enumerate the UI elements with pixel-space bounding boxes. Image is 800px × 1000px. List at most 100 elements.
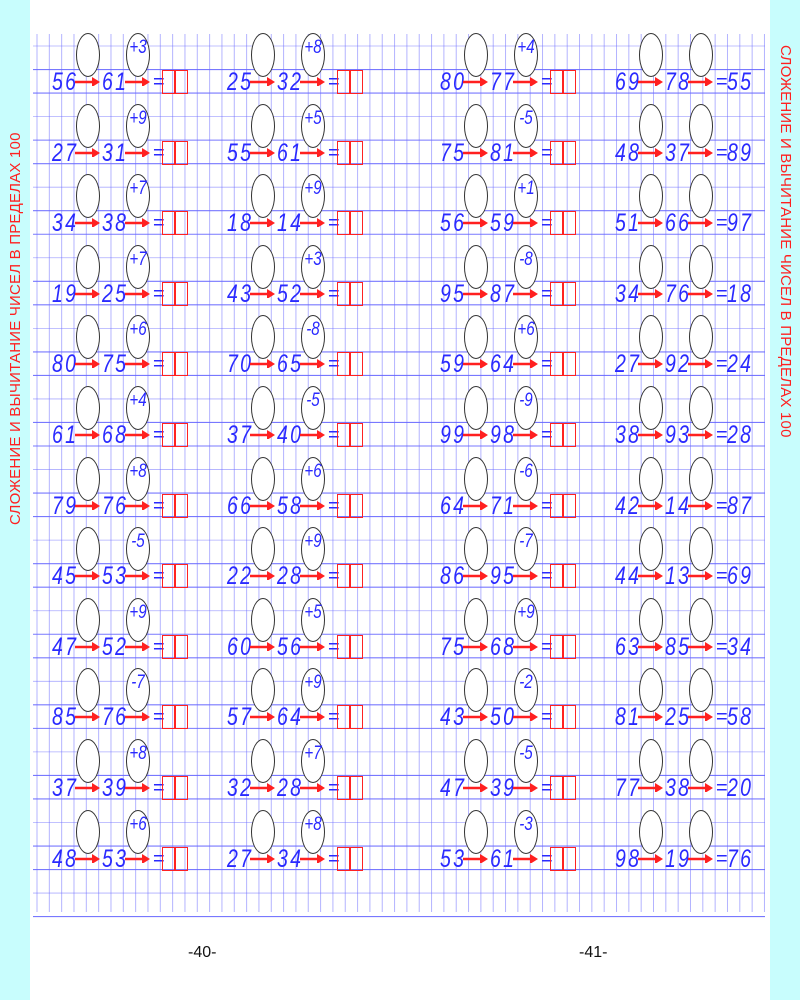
answer-box-ones[interactable] (174, 140, 188, 165)
operation-oval-1[interactable] (639, 386, 663, 430)
operation-oval-1[interactable] (639, 668, 663, 713)
answer-box-tens[interactable] (550, 564, 563, 589)
operation-oval-1[interactable] (464, 809, 488, 854)
answer-box-ones[interactable] (349, 423, 363, 447)
answer-box-ones[interactable] (349, 846, 363, 871)
answer-box-tens[interactable] (162, 493, 175, 518)
operation-oval-1[interactable] (76, 315, 100, 360)
operation-oval-1[interactable] (639, 456, 663, 501)
answer-box-tens[interactable] (550, 140, 563, 165)
operation-oval-1[interactable] (639, 315, 663, 360)
answer-box-ones[interactable] (349, 211, 363, 236)
answer-box-tens[interactable] (162, 776, 175, 800)
operation-oval-1[interactable] (251, 597, 275, 642)
answer-box-tens[interactable] (162, 281, 175, 306)
operation-oval-1[interactable] (76, 174, 100, 219)
answer-box-ones[interactable] (349, 634, 363, 659)
operation-oval-1[interactable] (639, 597, 663, 642)
operation-oval-1[interactable] (251, 315, 275, 360)
answer-box-tens[interactable] (337, 776, 350, 800)
answer-box-tens[interactable] (162, 846, 175, 871)
answer-box-ones[interactable] (174, 634, 188, 659)
answer-box-ones[interactable] (174, 211, 188, 236)
answer-box-ones[interactable] (174, 281, 188, 306)
answer-box-tens[interactable] (550, 281, 563, 306)
answer-box-tens[interactable] (337, 352, 350, 377)
operation-oval-1[interactable] (76, 809, 100, 854)
operation-oval-1[interactable] (251, 668, 275, 713)
operation-oval-1[interactable] (251, 174, 275, 219)
answer-box-tens[interactable] (162, 634, 175, 659)
operation-oval-1[interactable] (464, 103, 488, 148)
answer-box-tens[interactable] (337, 634, 350, 659)
answer-box-tens[interactable] (550, 211, 563, 236)
operation-oval-1[interactable] (76, 739, 100, 783)
operation-oval-2[interactable] (689, 527, 713, 572)
answer-box-tens[interactable] (337, 493, 350, 518)
operation-oval-2[interactable] (689, 103, 713, 148)
operation-oval-1[interactable] (639, 739, 663, 783)
operation-oval-1[interactable] (251, 244, 275, 289)
operation-oval-2[interactable] (689, 174, 713, 219)
answer-box-ones[interactable] (562, 352, 576, 377)
answer-box-ones[interactable] (349, 140, 363, 165)
operation-oval-1[interactable] (464, 527, 488, 572)
operation-oval-1[interactable] (464, 244, 488, 289)
answer-box-tens[interactable] (550, 634, 563, 659)
answer-box-tens[interactable] (337, 70, 350, 94)
operation-oval-1[interactable] (251, 739, 275, 783)
answer-box-tens[interactable] (550, 776, 563, 800)
operation-oval-2[interactable] (689, 668, 713, 713)
answer-box-tens[interactable] (162, 352, 175, 377)
operation-oval-2[interactable] (689, 386, 713, 430)
operation-oval-2[interactable] (689, 315, 713, 360)
operation-oval-1[interactable] (251, 527, 275, 572)
answer-box-ones[interactable] (562, 211, 576, 236)
operation-oval-1[interactable] (76, 244, 100, 289)
operation-oval-1[interactable] (464, 174, 488, 219)
answer-box-ones[interactable] (562, 281, 576, 306)
operation-oval-1[interactable] (251, 386, 275, 430)
operation-oval-1[interactable] (639, 174, 663, 219)
operation-oval-1[interactable] (464, 386, 488, 430)
operation-oval-1[interactable] (76, 33, 100, 77)
answer-box-tens[interactable] (550, 352, 563, 377)
answer-box-tens[interactable] (337, 846, 350, 871)
operation-oval-2[interactable] (689, 739, 713, 783)
answer-box-ones[interactable] (562, 776, 576, 800)
answer-box-tens[interactable] (337, 211, 350, 236)
answer-box-ones[interactable] (562, 70, 576, 94)
operation-oval-1[interactable] (251, 103, 275, 148)
answer-box-tens[interactable] (337, 705, 350, 730)
operation-oval-1[interactable] (464, 315, 488, 360)
answer-box-ones[interactable] (562, 140, 576, 165)
answer-box-tens[interactable] (337, 423, 350, 447)
operation-oval-2[interactable] (689, 244, 713, 289)
answer-box-tens[interactable] (162, 140, 175, 165)
operation-oval-1[interactable] (639, 33, 663, 77)
answer-box-tens[interactable] (337, 281, 350, 306)
operation-oval-1[interactable] (251, 33, 275, 77)
answer-box-tens[interactable] (550, 70, 563, 94)
answer-box-tens[interactable] (550, 846, 563, 871)
operation-oval-1[interactable] (464, 33, 488, 77)
answer-box-ones[interactable] (562, 634, 576, 659)
operation-oval-1[interactable] (76, 668, 100, 713)
answer-box-tens[interactable] (162, 211, 175, 236)
operation-oval-1[interactable] (464, 456, 488, 501)
operation-oval-1[interactable] (464, 668, 488, 713)
answer-box-ones[interactable] (174, 846, 188, 871)
answer-box-tens[interactable] (337, 140, 350, 165)
answer-box-ones[interactable] (349, 564, 363, 589)
answer-box-ones[interactable] (349, 70, 363, 94)
answer-box-ones[interactable] (174, 493, 188, 518)
operation-oval-2[interactable] (689, 597, 713, 642)
operation-oval-1[interactable] (76, 103, 100, 148)
answer-box-ones[interactable] (349, 705, 363, 730)
answer-box-ones[interactable] (562, 705, 576, 730)
answer-box-ones[interactable] (174, 423, 188, 447)
answer-box-ones[interactable] (562, 493, 576, 518)
operation-oval-2[interactable] (689, 456, 713, 501)
operation-oval-1[interactable] (639, 527, 663, 572)
answer-box-tens[interactable] (337, 564, 350, 589)
